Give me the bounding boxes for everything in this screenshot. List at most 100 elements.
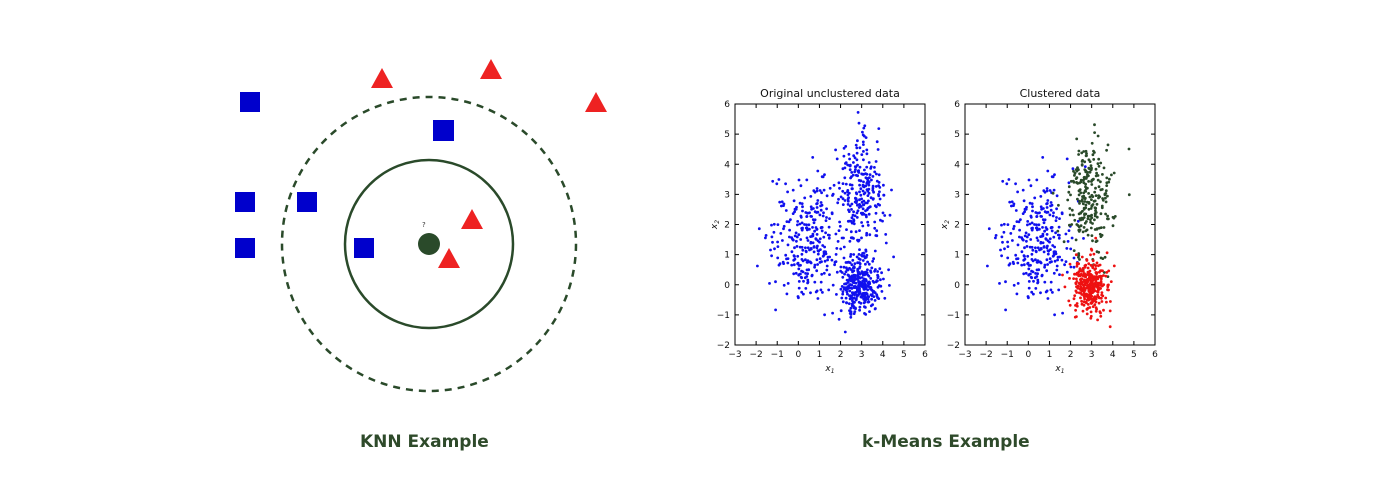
data-point (1039, 247, 1043, 250)
data-point (815, 258, 819, 262)
data-point (1006, 223, 1010, 227)
data-point (821, 244, 825, 247)
data-point (1089, 226, 1093, 230)
data-point (1089, 164, 1093, 168)
data-point (1010, 204, 1013, 208)
data-point (805, 178, 809, 182)
data-point (849, 236, 853, 240)
data-point (842, 146, 846, 150)
data-point (880, 271, 883, 275)
data-point (768, 282, 771, 285)
data-point (799, 275, 803, 279)
data-point (812, 245, 816, 249)
x-tick-label: 0 (1025, 350, 1031, 360)
data-point (802, 292, 805, 296)
data-point (822, 250, 826, 254)
data-point (848, 219, 851, 223)
x-axis-label: x1 (1054, 364, 1064, 375)
data-point (1046, 210, 1050, 214)
data-point (1096, 174, 1100, 177)
data-point (813, 210, 817, 214)
data-point (1071, 167, 1075, 171)
data-point (1104, 196, 1107, 200)
data-point (800, 202, 804, 205)
data-point (834, 232, 838, 236)
data-point (1058, 255, 1061, 259)
data-point (832, 183, 836, 187)
data-point (776, 223, 780, 227)
data-point (877, 184, 880, 187)
data-point (1091, 297, 1094, 301)
data-point (1014, 253, 1018, 257)
data-point (1001, 179, 1005, 183)
y-tick-label: 1 (954, 251, 960, 261)
data-point (811, 232, 815, 236)
data-point (848, 168, 852, 172)
data-point (838, 224, 842, 228)
data-point (826, 233, 830, 237)
data-point (794, 271, 798, 275)
data-point (1033, 196, 1037, 200)
data-point (876, 148, 880, 151)
data-point (1087, 272, 1091, 275)
data-point (844, 182, 848, 186)
data-point (828, 186, 832, 190)
data-point (858, 190, 861, 194)
data-point (1076, 197, 1079, 201)
data-point (756, 264, 759, 268)
data-point (866, 297, 870, 301)
data-point (1088, 286, 1091, 290)
data-point (843, 272, 846, 276)
data-point (1084, 185, 1087, 189)
data-point (869, 271, 873, 274)
data-point (1035, 228, 1039, 232)
data-point (870, 293, 874, 296)
class-b-triangle (480, 59, 502, 79)
data-point (850, 187, 854, 191)
data-point (799, 263, 802, 267)
data-point (1093, 218, 1096, 222)
data-point (813, 263, 817, 267)
data-point (852, 265, 856, 268)
data-point (1073, 218, 1077, 222)
data-point (854, 230, 858, 234)
data-point (1040, 274, 1044, 278)
data-point (840, 296, 844, 300)
data-point (1068, 277, 1071, 280)
data-point (1006, 256, 1010, 260)
data-point (805, 275, 809, 278)
data-point (816, 252, 820, 256)
data-point (867, 191, 871, 195)
data-point (1016, 190, 1019, 194)
data-point (790, 263, 794, 267)
data-point (878, 267, 882, 271)
data-point (858, 229, 861, 233)
data-point (849, 306, 853, 310)
data-point (1104, 296, 1108, 300)
data-point (1077, 153, 1080, 156)
data-point (782, 283, 786, 287)
y-tick-label: 3 (724, 190, 730, 200)
data-point (814, 238, 818, 241)
data-point (1074, 238, 1078, 242)
data-point (1083, 212, 1086, 216)
data-point (1097, 287, 1101, 290)
data-point (1051, 254, 1055, 258)
data-point (800, 228, 804, 232)
class-a-square (354, 238, 374, 258)
data-point (853, 170, 857, 174)
data-point (1097, 194, 1101, 197)
data-point (1057, 288, 1061, 292)
data-point (1087, 201, 1091, 204)
data-point (782, 227, 785, 231)
data-point (798, 245, 802, 249)
data-point (872, 197, 875, 200)
data-point (1055, 194, 1059, 198)
data-point (1095, 239, 1099, 243)
data-point (1078, 258, 1081, 261)
data-point (819, 204, 822, 208)
data-point (864, 201, 867, 205)
data-point (797, 233, 801, 237)
data-point (1097, 264, 1100, 268)
data-point (1023, 234, 1027, 238)
